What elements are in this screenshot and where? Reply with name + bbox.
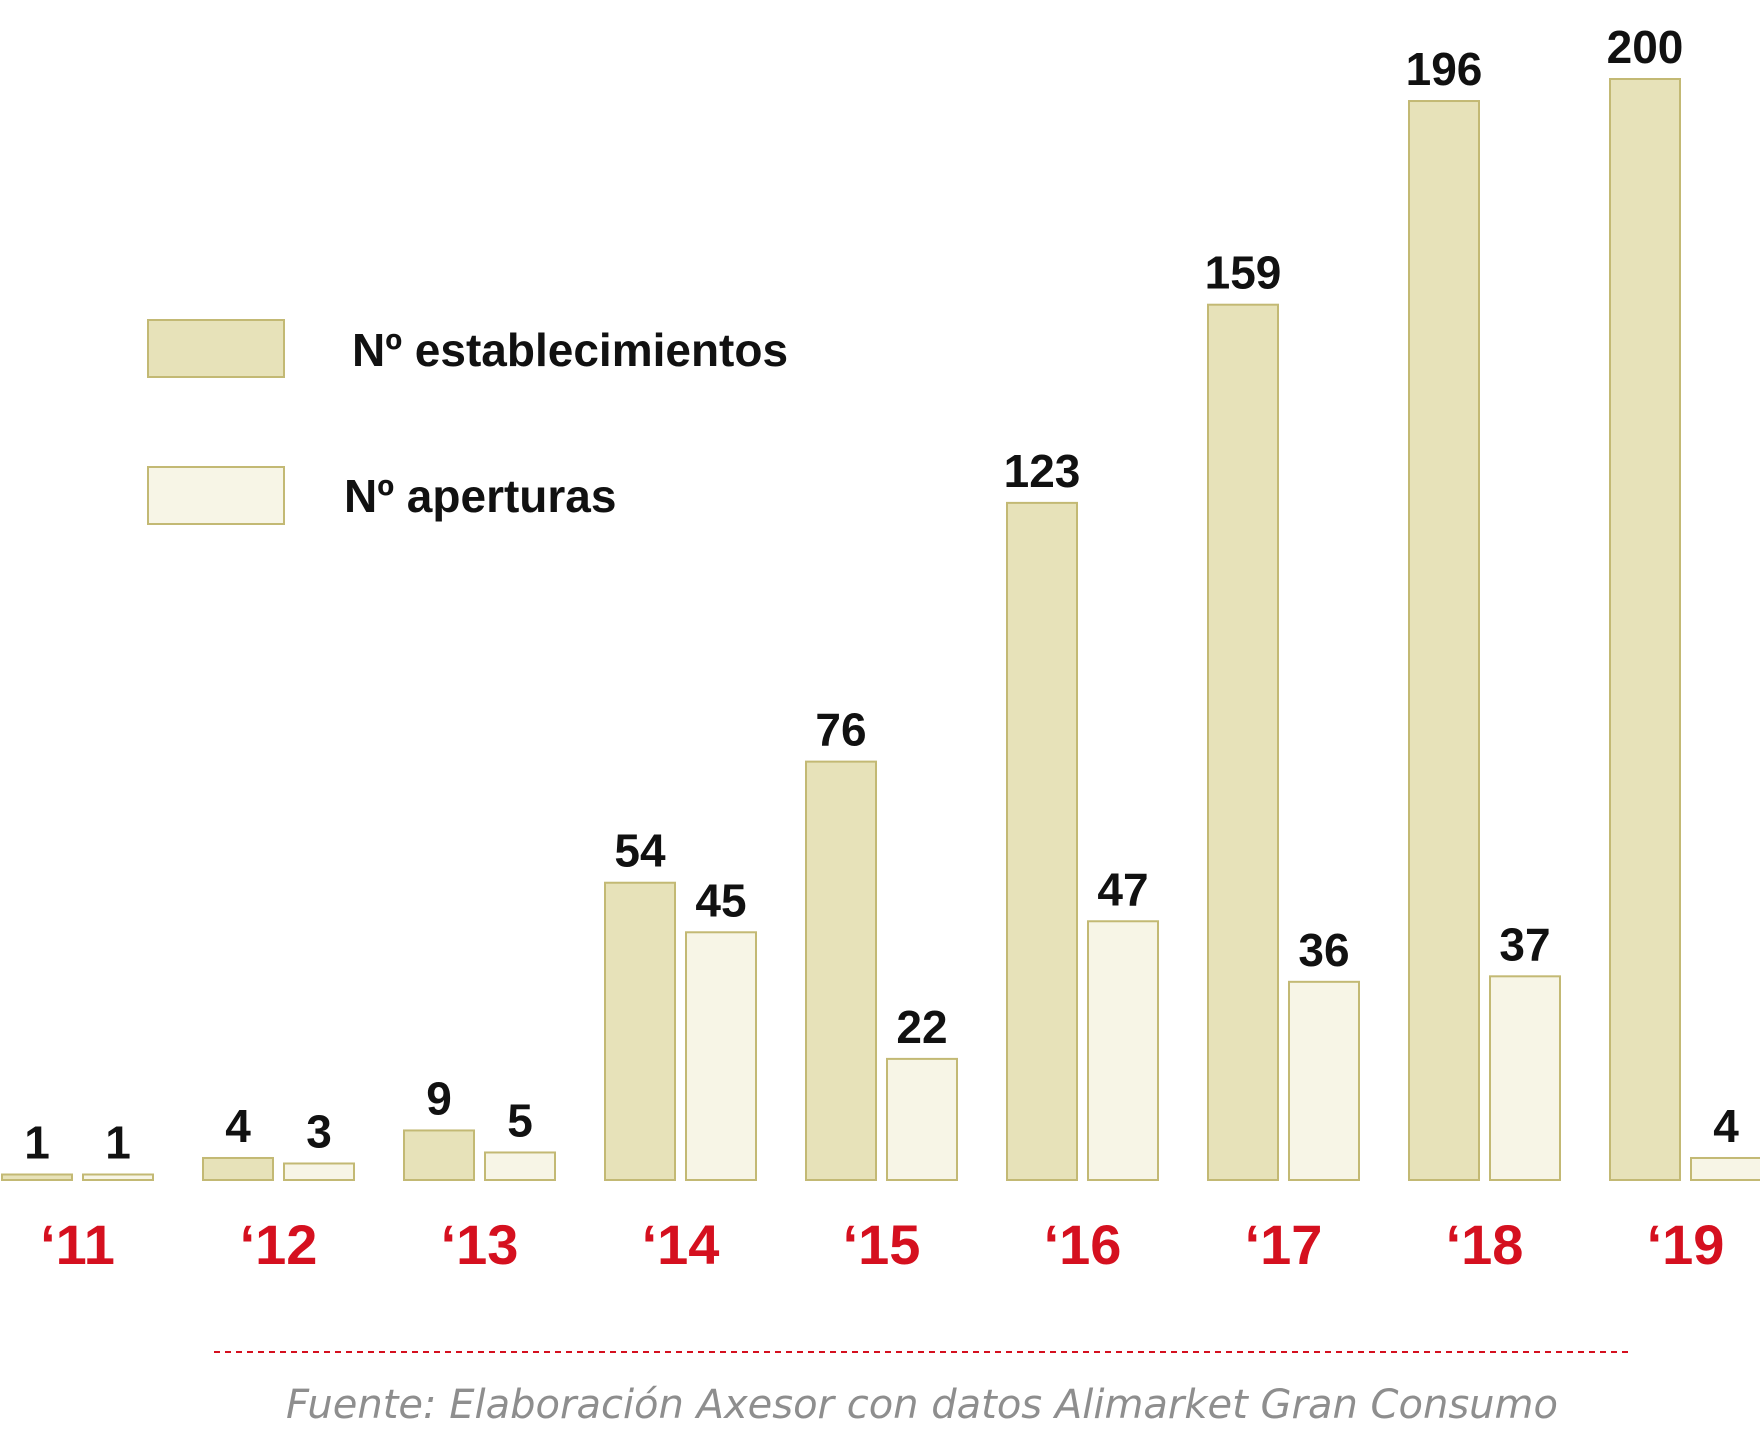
value-label-aperturas-8: 4 [1713,1100,1739,1152]
bar-establecimientos-4 [805,760,877,1181]
bar-aperturas-3 [685,931,757,1182]
bar-aperturas-0 [82,1173,154,1181]
value-label-aperturas-6: 36 [1298,924,1349,976]
bar-establecimientos-2 [403,1129,475,1181]
bar-aperturas-4 [886,1057,958,1182]
bar-establecimientos-7 [1408,100,1480,1181]
value-label-establecimientos-6: 159 [1205,247,1282,299]
bar-establecimientos-0 [1,1173,73,1181]
value-label-establecimientos-7: 196 [1406,43,1483,95]
bar-establecimientos-8 [1609,78,1681,1181]
x-tick-label-6: ‘17 [1245,1213,1323,1276]
value-label-establecimientos-5: 123 [1004,445,1081,497]
value-label-aperturas-1: 3 [306,1105,332,1157]
x-tick-label-8: ‘19 [1647,1213,1725,1276]
legend-label-establecimientos: Nº establecimientos [352,324,788,376]
bar-aperturas-6 [1288,980,1360,1181]
value-label-establecimientos-8: 200 [1607,21,1684,73]
x-tick-label-2: ‘13 [441,1213,519,1276]
chart-legend: Nº establecimientos Nº aperturas [147,319,788,525]
value-label-aperturas-0: 1 [105,1116,131,1168]
bar-aperturas-1 [283,1162,355,1181]
bars-group [1,78,1760,1182]
value-label-aperturas-4: 22 [896,1001,947,1053]
bar-establecimientos-5 [1006,501,1078,1181]
bar-aperturas-7 [1489,975,1561,1181]
value-label-establecimientos-0: 1 [24,1116,50,1168]
value-label-aperturas-5: 47 [1097,863,1148,915]
legend-swatch-aperturas [147,466,285,525]
value-label-aperturas-2: 5 [507,1094,533,1146]
bar-aperturas-2 [484,1151,556,1181]
x-tick-label-5: ‘16 [1044,1213,1122,1276]
value-label-establecimientos-4: 76 [815,704,866,756]
bar-aperturas-5 [1087,920,1159,1181]
x-tick-label-1: ‘12 [240,1213,318,1276]
value-label-establecimientos-3: 54 [614,825,666,877]
x-tick-label-3: ‘14 [642,1213,720,1276]
value-label-establecimientos-2: 9 [426,1072,452,1124]
bar-establecimientos-1 [202,1156,274,1181]
value-label-establecimientos-1: 4 [225,1100,251,1152]
x-tick-label-7: ‘18 [1446,1213,1524,1276]
bar-establecimientos-6 [1207,303,1279,1181]
value-labels-group: 1 1 4 3 9 5 54 45 76 22 123 47 159 36 196 37 200 4 [24,21,1739,1168]
legend-swatch-establecimientos [147,319,285,378]
bar-aperturas-8 [1690,1156,1760,1181]
bar-establecimientos-3 [604,881,676,1181]
x-tick-label-0: ‘11 [40,1213,115,1276]
x-axis-labels: ‘11 ‘12 ‘13 ‘14 ‘15 ‘16 ‘17 ‘18 ‘19 [40,1213,1724,1276]
source-note: Fuente: Elaboración Axesor con datos Ali… [286,1382,1558,1428]
value-label-aperturas-3: 45 [695,874,746,926]
x-tick-label-4: ‘15 [843,1213,921,1276]
value-label-aperturas-7: 37 [1499,918,1550,970]
legend-label-aperturas: Nº aperturas [344,470,616,522]
